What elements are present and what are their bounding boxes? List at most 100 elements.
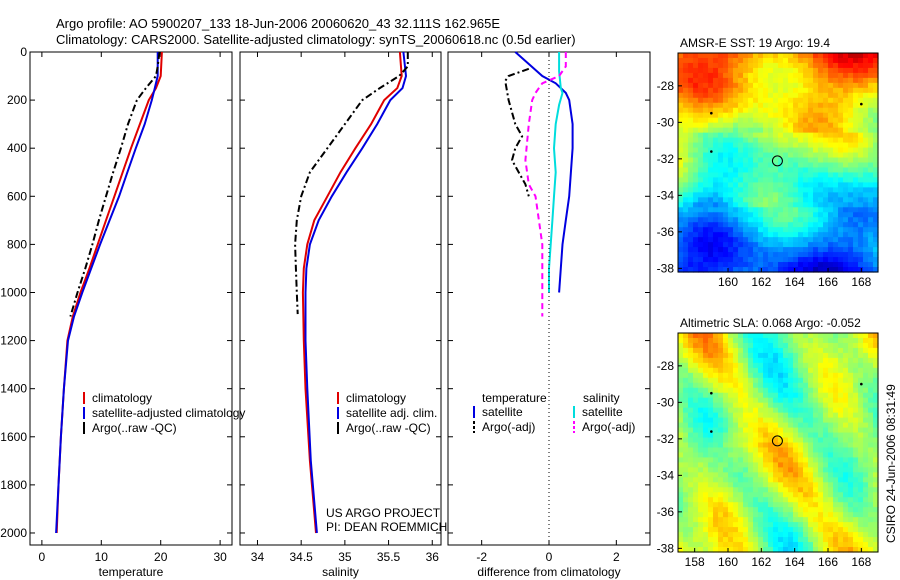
sla_map-cell [753,342,759,349]
sla_map-cell [763,357,769,364]
sla_map-cell [763,527,769,533]
sst_map-cell [863,247,869,253]
sst_map-cell [788,197,794,203]
sst_map-cell [743,132,749,139]
sla_map-cell [853,372,859,379]
sst_map-cell [688,137,694,144]
sla_map-cell [753,517,759,523]
sla_map-cell [708,472,714,478]
sst_map-cell [833,192,839,198]
sst_map-cell [703,172,709,179]
sla_map-cell [793,412,799,419]
sla_map-cell [758,333,764,339]
sst_map-cell [793,177,799,184]
sla_map-cell [758,427,764,434]
sst_map-cell [728,127,734,134]
sla_map-cell [823,422,829,429]
sla_map-cell [798,457,804,464]
sst_map-cell [698,117,704,124]
sst_map-cell [873,107,879,114]
sla_map-cell [858,537,864,543]
sst_map-cell [683,222,689,228]
sst_map-cell [783,167,789,174]
sst_map-cell [708,72,714,79]
sla_map-cell [748,402,754,409]
sla_map-cell [773,517,779,523]
sla_map-cell [803,512,809,518]
sst_map-cell [753,152,759,159]
sla_map-cell [758,522,764,528]
sla_map-cell [863,492,869,498]
sla_map-cell [858,417,864,424]
sla_map-cell [723,427,729,434]
sst_map-cell [838,232,844,238]
sla_map-cell [818,487,824,493]
sst_map-cell [718,67,724,74]
sla_map-cell [768,347,774,354]
sst_map-cell [753,247,759,253]
sst_map-cell [743,102,749,109]
sst_map-cell [738,112,744,119]
sst_map-cell [693,167,699,174]
sla_map-cell [728,337,734,344]
sla_map-cell [713,382,719,389]
sst_map-cell [818,137,824,144]
sst_map-cell [678,142,684,149]
sst_map-cell [678,77,684,84]
sla_map-cell [728,492,734,498]
sst_map-cell [853,182,859,188]
sla_map-cell [843,367,849,374]
sla_map-cell [873,472,879,478]
sst_map-cell [848,107,854,114]
sst_map-cell [723,53,729,59]
sst_map-cell [793,212,799,218]
sla_map-cell [793,482,799,488]
sst_map-cell [723,122,729,129]
sla_map-cell [813,372,819,379]
sla_map-cell [738,342,744,349]
sst_map-cell [838,102,844,109]
sst_map-cell [828,67,834,74]
sla_map-cell [733,532,739,538]
sla_map-cell [863,372,869,379]
sla_map-cell [848,502,854,508]
sla_map-cell [698,337,704,344]
sla_map-cell [853,537,859,543]
sst_map-cell [798,182,804,188]
sla_map-cell [738,492,744,498]
sst_map-cell [708,147,714,154]
sst_map-cell [733,247,739,253]
sla_map-cell [843,392,849,399]
sst_map-cell [818,102,824,109]
sla_map-cell [828,547,834,553]
sst_map-cell [703,257,709,263]
sst_map-cell [758,232,764,238]
sla_map-cell [703,472,709,478]
sla_map-cell [758,487,764,493]
sst_map-cell [813,197,819,203]
sla_map-cell [808,407,814,414]
sla_map-cell [753,547,759,553]
sst_map-cell [833,152,839,159]
sst_map-cell [828,57,834,64]
sst_map-cell [853,192,859,198]
sst_map-cell [858,177,864,184]
sst_map-cell [768,167,774,174]
sst_map-cell [798,57,804,64]
sst_map-cell [758,202,764,208]
sla_map-cell [723,337,729,344]
sst_map-cell [723,202,729,208]
sst_map-cell [808,172,814,179]
sla_map-cell [873,512,879,518]
sst_map-cell [693,247,699,253]
sla_map-cell [813,527,819,533]
sla_map-cell [873,537,879,543]
sla_map-cell [688,452,694,459]
sla_map-cell [848,392,854,399]
sla_map-cell [763,507,769,513]
sla_map-cell [678,352,684,359]
sla_map-cell [768,497,774,503]
sst_map-cell [828,117,834,124]
sla_map-cell [693,362,699,369]
sst_map-cell [853,137,859,144]
